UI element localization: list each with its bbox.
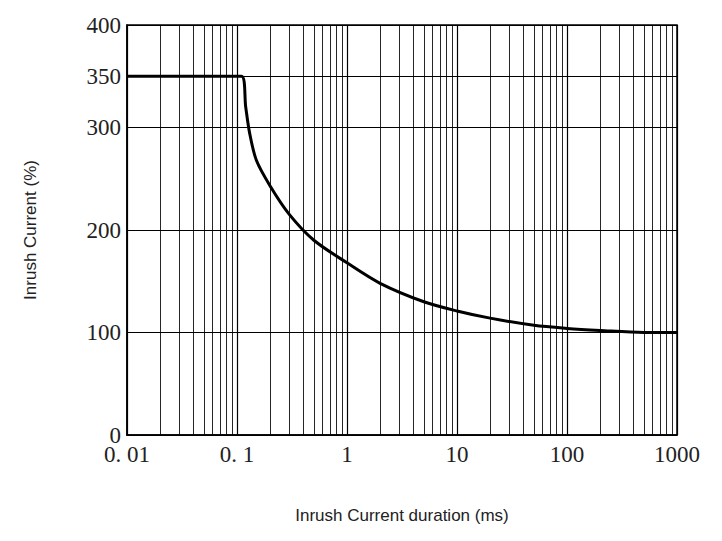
svg-text:1: 1 [341, 442, 353, 467]
svg-text:200: 200 [87, 218, 122, 243]
svg-text:0. 01: 0. 01 [104, 442, 150, 467]
svg-text:Inrush Current (%): Inrush Current (%) [21, 160, 40, 300]
svg-text:Inrush Current duration (ms): Inrush Current duration (ms) [295, 506, 509, 525]
svg-text:10: 10 [446, 442, 469, 467]
svg-text:100: 100 [550, 442, 585, 467]
svg-text:100: 100 [87, 320, 122, 345]
svg-text:400: 400 [87, 13, 122, 38]
svg-text:350: 350 [87, 64, 122, 89]
svg-text:0. 1: 0. 1 [220, 442, 255, 467]
svg-text:300: 300 [87, 115, 122, 140]
svg-text:0: 0 [109, 422, 121, 448]
svg-text:1000: 1000 [654, 442, 700, 467]
